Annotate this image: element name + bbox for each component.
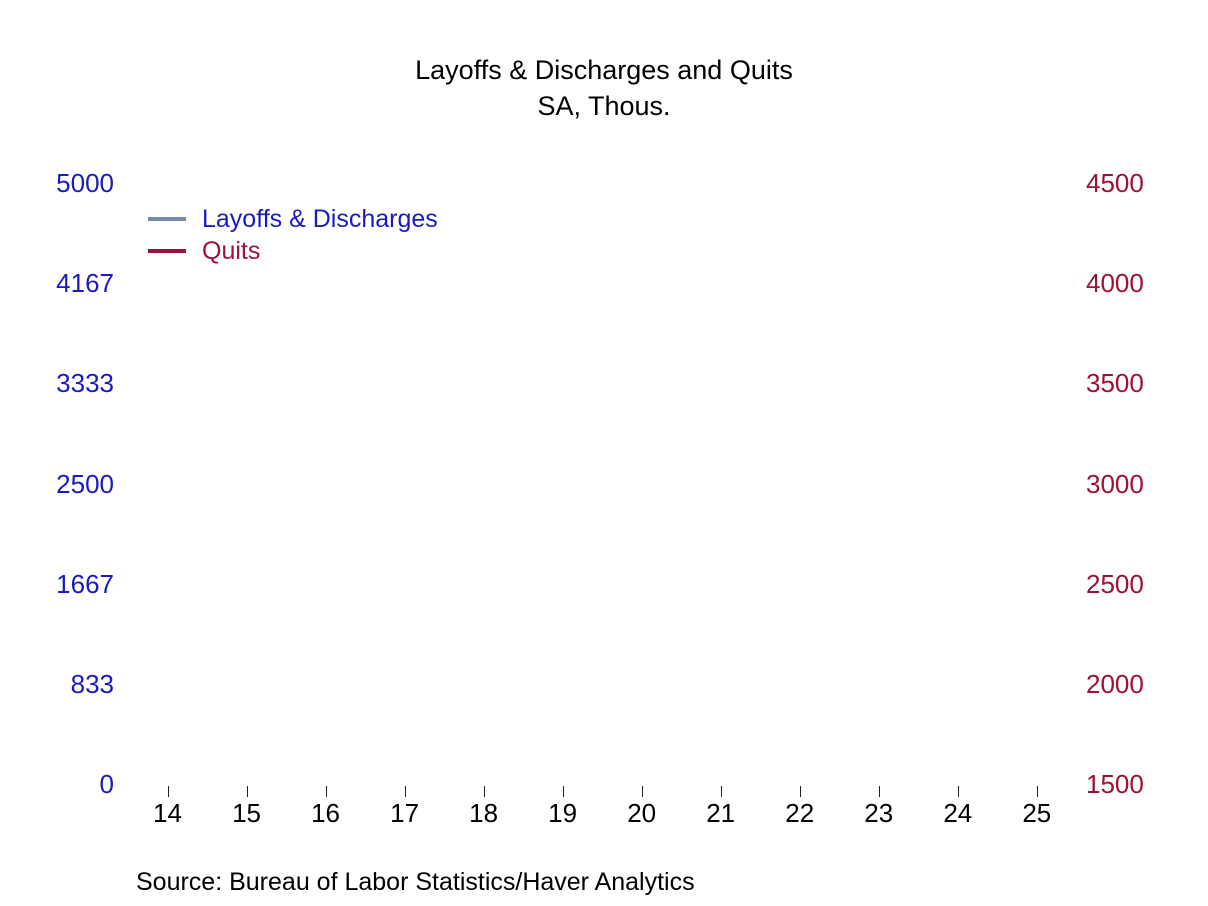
y-right-tick-3000: 3000 [1086, 468, 1144, 499]
y-left-tick-3333: 3333 [56, 368, 114, 399]
y-right-tick-4000: 4000 [1086, 268, 1144, 299]
x-tickmark-20 [641, 786, 643, 797]
chart-subtitle: SA, Thous. [537, 91, 671, 121]
y-left-tick-5000: 5000 [56, 168, 114, 198]
y-left-tick-4167: 4167 [56, 268, 114, 299]
y-right-tick-3500: 3500 [1086, 368, 1144, 399]
chart-legend: Layoffs & Discharges Quits [148, 203, 438, 267]
legend-item-quits: Quits [148, 235, 438, 267]
y-right-tick-2500: 2500 [1086, 568, 1144, 599]
x-tick-25: 25 [1022, 798, 1052, 828]
x-tick-18: 18 [469, 798, 499, 828]
legend-label-layoffs: Layoffs & Discharges [202, 204, 438, 233]
y-right-tick-2000: 2000 [1086, 668, 1144, 699]
x-tickmark-16 [325, 786, 327, 797]
x-tickmark-19 [562, 786, 564, 797]
x-tick-17: 17 [390, 798, 420, 828]
x-tick-20: 20 [627, 798, 657, 828]
x-tick-19: 19 [548, 798, 578, 828]
x-tickmark-14 [167, 786, 169, 797]
legend-label-quits: Quits [202, 236, 261, 265]
x-tick-21: 21 [706, 798, 736, 828]
y-left-tick-2500: 2500 [56, 468, 114, 499]
chart-title-block: Layoffs & Discharges and Quits SA, Thous… [0, 52, 1208, 124]
y-left-tick-833: 833 [70, 668, 114, 699]
plot-background [128, 184, 1070, 785]
x-tick-15: 15 [232, 798, 261, 828]
legend-swatch-quits-icon [148, 249, 186, 253]
plot-area [128, 184, 1070, 785]
y-right-tick-1500: 1500 [1086, 769, 1144, 799]
x-tickmark-24 [957, 786, 959, 797]
y-right-tick-4500: 4500 [1086, 168, 1144, 198]
x-tick-16: 16 [311, 798, 341, 828]
x-tickmark-23 [878, 786, 880, 797]
x-tick-14: 14 [153, 798, 182, 828]
x-tickmark-15 [246, 786, 248, 797]
x-tickmark-21 [720, 786, 722, 797]
x-tick-24: 24 [943, 798, 973, 828]
x-tick-23: 23 [864, 798, 894, 828]
x-tickmark-18 [483, 786, 485, 797]
source-note: Source: Bureau of Labor Statistics/Haver… [136, 868, 695, 896]
page-title: Layoffs & Discharges and Quits [415, 55, 793, 85]
x-tickmark-22 [799, 786, 801, 797]
x-tick-22: 22 [785, 798, 815, 828]
y-left-tick-1667: 1667 [56, 568, 114, 599]
x-tickmark-25 [1036, 786, 1038, 797]
x-tickmark-17 [404, 786, 406, 797]
legend-swatch-layoffs-icon [148, 217, 186, 221]
legend-item-layoffs: Layoffs & Discharges [148, 203, 438, 235]
y-left-tick-0: 0 [99, 769, 114, 799]
